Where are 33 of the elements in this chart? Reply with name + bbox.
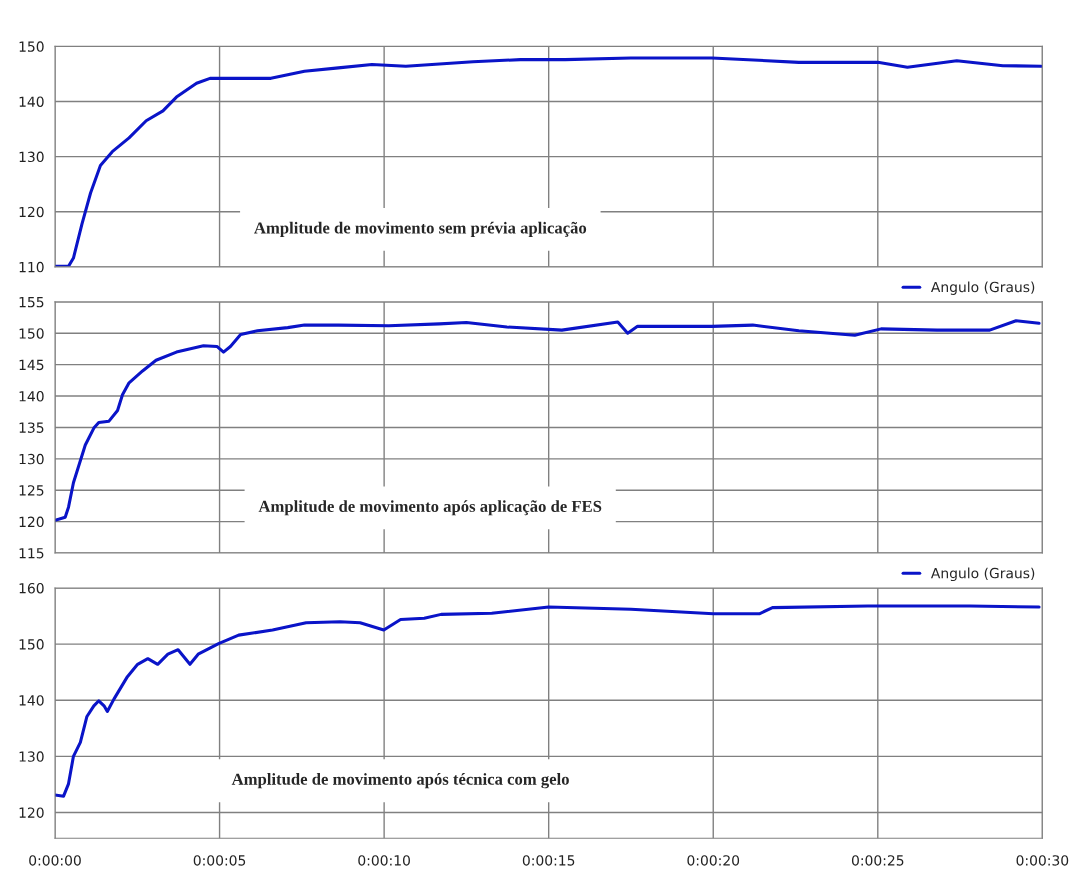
y-tick-label: 135 (19, 422, 44, 433)
y-tick-label: 120 (19, 206, 44, 218)
y-tick-label: 125 (19, 485, 44, 496)
x-tick-label: 0:00:30 (1016, 855, 1069, 866)
y-tick-label: 130 (19, 453, 44, 465)
annotation: Amplitude de movimento sem prévia aplicação (254, 221, 587, 237)
y-tick-label: 130 (19, 751, 44, 762)
y-tick-label: 115 (19, 548, 44, 559)
annotation: Amplitude de movimento após técnica com gelo (231, 773, 569, 789)
y-tick-label: 150 (19, 41, 44, 52)
x-tick-label: 0:00:00 (29, 855, 81, 866)
x-tick-label: 0:00:05 (193, 855, 246, 866)
x-tick-label: 0:00:10 (358, 855, 410, 866)
y-tick-label: 140 (19, 695, 44, 706)
x-tick-label: 0:00:20 (687, 855, 740, 866)
y-tick-label: 140 (19, 96, 44, 107)
legend-label: Angulo (Graus) (930, 567, 1035, 582)
annotation: Amplitude de movimento após aplicação de FES (258, 500, 602, 516)
y-tick-label: 155 (19, 297, 44, 308)
y-tick-label: 145 (19, 359, 44, 371)
line-series (55, 319, 1041, 522)
legend-label: Angulo (Graus) (930, 281, 1035, 295)
y-tick-label: 160 (19, 582, 44, 594)
y-tick-label: 120 (19, 807, 44, 818)
y-tick-label: 120 (19, 516, 44, 528)
y-tick-label: 140 (19, 391, 44, 402)
y-tick-label: 130 (19, 151, 44, 163)
y-tick-label: 110 (19, 261, 44, 273)
line-series (55, 604, 1041, 798)
y-tick-label: 150 (19, 639, 44, 650)
x-tick-label: 0:00:25 (851, 855, 904, 866)
x-tick-label: 0:00:15 (522, 855, 575, 866)
y-tick-label: 150 (19, 328, 44, 339)
